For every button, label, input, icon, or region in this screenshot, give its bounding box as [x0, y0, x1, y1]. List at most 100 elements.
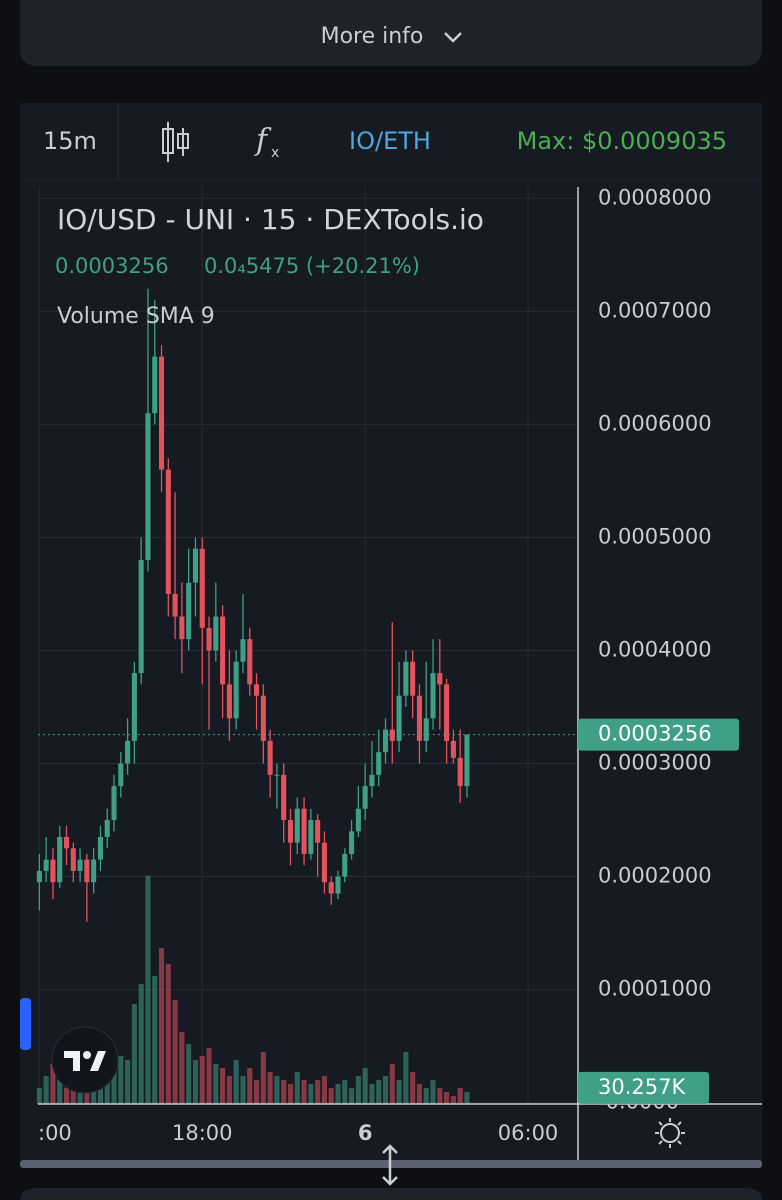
volume-bar	[281, 1079, 287, 1104]
volume-bar	[430, 1079, 436, 1104]
more-info-bar[interactable]	[20, 0, 762, 66]
candle-body	[63, 836, 70, 849]
volume-bar	[260, 1051, 266, 1104]
more-info-label[interactable]: More info	[321, 24, 424, 49]
candle-body	[362, 786, 368, 809]
side-tab[interactable]	[20, 998, 31, 1050]
y-tick-label: 0.0007000	[598, 298, 712, 322]
x-tick-label: :00	[38, 1121, 72, 1145]
volume-bar	[464, 1091, 470, 1104]
y-tick-label: 0.0006000	[598, 411, 712, 435]
candle-body	[111, 786, 117, 821]
volume-bar	[274, 1075, 280, 1104]
volume-bar	[376, 1079, 382, 1104]
candle-body	[450, 740, 456, 758]
volume-bar	[321, 1075, 327, 1104]
max-price: Max: $0.0009035	[517, 127, 727, 155]
volume-bar	[131, 1003, 137, 1104]
candle-body	[410, 661, 416, 696]
candle-body	[172, 593, 178, 617]
candle-body	[240, 639, 246, 662]
candle-body	[152, 356, 158, 414]
tradingview-logo[interactable]	[51, 1026, 119, 1094]
volume-bar	[240, 1075, 246, 1104]
candle-body	[457, 757, 463, 787]
volume-bar	[186, 1043, 192, 1104]
volume-bar	[179, 1031, 185, 1104]
volume-bar	[50, 1063, 56, 1104]
candle-body	[220, 616, 226, 685]
volume-bar	[43, 1075, 49, 1104]
volume-bar	[104, 1071, 110, 1104]
volume-tag	[578, 1071, 709, 1104]
candle-body	[382, 729, 389, 753]
interval-button[interactable]: 15m	[43, 127, 97, 155]
volume-bar	[423, 1087, 429, 1104]
last-price-tag	[578, 718, 739, 751]
resize-handle[interactable]	[382, 1144, 398, 1186]
candle-body	[233, 661, 239, 719]
candle-body	[247, 639, 253, 685]
candle-body	[281, 774, 287, 821]
chevron-icon[interactable]	[444, 32, 462, 43]
last-price: 0.0003256	[55, 254, 169, 278]
candle-body	[91, 859, 97, 883]
candle-body	[36, 870, 42, 883]
volume-bar	[152, 975, 158, 1104]
candle-body	[158, 356, 165, 470]
candle-body	[186, 582, 192, 640]
candle-body	[192, 548, 199, 583]
candle-body	[274, 774, 280, 776]
candle-body	[84, 859, 90, 883]
candle-body	[57, 836, 63, 883]
volume-bar	[342, 1079, 348, 1104]
settings-icon[interactable]	[655, 1118, 685, 1148]
next-panel	[20, 1188, 762, 1200]
volume-bar	[36, 1087, 42, 1104]
candle-body	[118, 763, 124, 787]
candle-body	[145, 413, 151, 561]
volume-bar	[63, 1087, 70, 1104]
candle-body	[125, 740, 131, 764]
candle-body	[199, 548, 205, 628]
volume-bar	[206, 1047, 212, 1104]
candle-body	[464, 734, 470, 787]
candle-body	[416, 695, 422, 741]
candle-body	[389, 729, 395, 741]
candle-body	[423, 718, 429, 741]
volume-bar	[335, 1083, 341, 1104]
volume-bar	[403, 1051, 409, 1104]
volume-bar	[233, 1059, 239, 1104]
indicator-icon-sub[interactable]: x	[271, 145, 279, 161]
candle-body	[349, 831, 355, 854]
volume-bar	[457, 1087, 463, 1104]
candle-icon[interactable]	[162, 122, 189, 162]
price-change: 0.0₄5475 (+20.21%)	[204, 254, 420, 278]
candle-body	[213, 616, 219, 651]
volume-bar	[294, 1071, 300, 1104]
candle-body	[260, 695, 266, 741]
candle-body	[165, 469, 171, 594]
candle-body	[321, 842, 327, 883]
candle-body	[97, 836, 103, 860]
candle-body	[267, 740, 273, 775]
volume-bar	[138, 983, 144, 1104]
volume-bar	[287, 1083, 294, 1104]
pair-button[interactable]: IO/ETH	[349, 127, 431, 155]
volume-bar	[362, 1067, 368, 1104]
candle-body	[287, 820, 294, 843]
y-tick-label: 0.0002000	[598, 864, 712, 888]
y-tick-label: 0.0005000	[598, 524, 712, 548]
x-tick-label: 6	[358, 1121, 373, 1145]
volume-bar	[315, 1079, 321, 1104]
volume-bar	[247, 1067, 253, 1104]
volume-bar	[97, 1087, 103, 1104]
volume-bar	[158, 947, 165, 1104]
volume-bar	[254, 1079, 260, 1104]
candle-body	[437, 673, 443, 685]
candle-body	[226, 684, 232, 719]
volume-bar	[111, 1063, 117, 1104]
candle-body	[104, 820, 110, 837]
volume-bar	[444, 1091, 450, 1104]
